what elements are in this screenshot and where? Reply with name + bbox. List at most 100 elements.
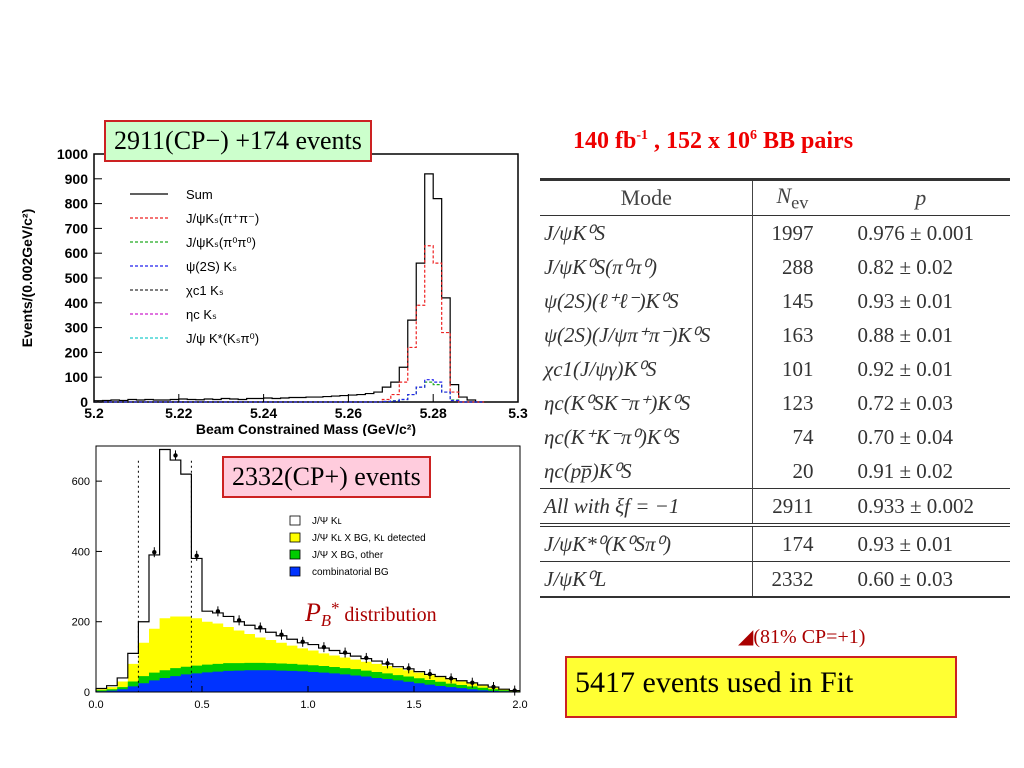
x-tick-label: 0.0 (88, 699, 103, 711)
table-row: ηc(K⁰SK⁻π⁺)K⁰S 123 0.72 ± 0.03 (540, 386, 1010, 420)
luminosity-title: 140 fb-1 , 152 x 106 BB pairs (573, 128, 853, 155)
x-tick-label: 5.26 (335, 405, 362, 421)
note-pointer-icon: ◢ (738, 626, 754, 648)
table-row: J/ψK⁰S 1997 0.976 ± 0.001 (540, 215, 1010, 250)
table-cell-p: 0.92 ± 0.01 (857, 356, 954, 381)
y-tick-label: 300 (65, 320, 89, 336)
series-line-3 (94, 379, 485, 403)
data-point (427, 671, 433, 677)
y-tick-label: 700 (65, 220, 89, 236)
series-line-1 (94, 245, 485, 403)
data-point (152, 550, 157, 555)
x-tick-label: 1.0 (300, 699, 315, 711)
table-cell-nev: 174 (752, 525, 832, 562)
lumi-end: BB pairs (757, 128, 854, 154)
table-cell-nev: 74 (752, 420, 832, 454)
data-point (279, 632, 284, 637)
table-cell-nev: 145 (752, 284, 832, 318)
table-cell-mode: J/ψK⁰S (544, 220, 606, 245)
legend-entry: χc1 Kₛ (186, 283, 224, 298)
legend-entry: J/Ψ X BG, other (312, 550, 384, 561)
col-mode: Mode (620, 185, 672, 210)
table-cell-p: 0.933 ± 0.002 (857, 493, 975, 518)
x-tick-label: 2.0 (512, 699, 527, 711)
y-tick-label: 600 (65, 245, 89, 261)
legend-swatch (289, 549, 301, 560)
data-point (364, 655, 369, 661)
data-point (321, 644, 327, 650)
table-cell-p: 0.93 ± 0.01 (857, 288, 954, 313)
x-tick-label: 5.3 (508, 405, 528, 421)
table-cell-mode: ηc(pp̅)K⁰S (544, 458, 632, 483)
y-tick-label: 400 (65, 295, 89, 311)
legend-entry: combinatorial BG (312, 567, 389, 578)
table-cell-mode: ηc(K⁰SK⁻π⁺)K⁰S (544, 390, 691, 415)
table-cell-nev: 2911 (752, 488, 832, 525)
series-line-0 (94, 173, 485, 403)
x-tick-label: 1.5 (406, 699, 421, 711)
x-tick-label: 5.28 (420, 405, 447, 421)
y-tick-label: 900 (65, 171, 89, 187)
table-cell-nev: 123 (752, 386, 832, 420)
table-row: ηc(pp̅)K⁰S 20 0.91 ± 0.02 (540, 454, 1010, 489)
data-point (215, 609, 221, 614)
data-point (173, 453, 178, 458)
cp-even-events-label: 2332(CP+) events (222, 456, 431, 498)
table-cell-p: 0.82 ± 0.02 (857, 254, 954, 279)
pb-superscript: * (331, 598, 340, 618)
x-tick-label: 5.24 (250, 405, 277, 421)
x-tick-label: 5.22 (165, 405, 192, 421)
pb-distribution-label: PB* distribution (305, 598, 437, 631)
table-cell-p: 0.60 ± 0.03 (857, 566, 954, 591)
y-tick-label: 0 (80, 394, 88, 410)
legend-entry: J/ψ K*(Kₛπ⁰) (186, 331, 259, 346)
y-tick-label: 1000 (57, 146, 88, 162)
table-cell-mode: J/ψK*⁰(K⁰Sπ⁰) (544, 531, 671, 556)
data-point (470, 680, 475, 685)
table-row: ηc(K⁺K⁻π⁰)K⁰S 74 0.70 ± 0.04 (540, 420, 1010, 454)
table-row: J/ψK*⁰(K⁰Sπ⁰) 174 0.93 ± 0.01 (540, 525, 1010, 562)
table-row: ψ(2S)(J/ψπ⁺π⁻)K⁰S 163 0.88 ± 0.01 (540, 318, 1010, 352)
table-cell-nev: 20 (752, 454, 832, 489)
table-row: ψ(2S)(ℓ⁺ℓ⁻)K⁰S 145 0.93 ± 0.01 (540, 284, 1010, 318)
lumi-exp2: 6 (750, 128, 758, 143)
data-point (342, 650, 348, 655)
table-cell-nev: 101 (752, 352, 832, 386)
table-row: J/ψK⁰S(π⁰π⁰) 288 0.82 ± 0.02 (540, 250, 1010, 284)
legend-swatch (289, 566, 301, 577)
table-cell-nev: 2332 (752, 561, 832, 597)
data-point (385, 661, 390, 666)
pb-symbol: P (305, 598, 321, 627)
lumi-exp: -1 (636, 128, 649, 143)
data-point (258, 625, 263, 630)
table-cell-p: 0.93 ± 0.01 (857, 531, 954, 556)
table-cell-p: 0.72 ± 0.03 (857, 390, 954, 415)
col-p: p (832, 180, 1010, 216)
data-point (448, 676, 454, 681)
table-cell-p: 0.976 ± 0.001 (857, 220, 975, 245)
x-axis-label: Beam Constrained Mass (GeV/c²) (196, 421, 416, 436)
pb-subscript: B (320, 611, 332, 630)
table-cell-mode: ψ(2S)(ℓ⁺ℓ⁻)K⁰S (544, 288, 679, 313)
legend-entry: J/ψKₛ(π⁰π⁰) (186, 235, 256, 250)
legend-entry: J/ψKₛ(π⁺π⁻) (186, 211, 259, 226)
y-tick-label: 400 (72, 546, 90, 558)
nev-symbol: N (776, 182, 792, 208)
data-point (236, 618, 242, 623)
cp-odd-events-label: 2911(CP−) +174 events (104, 120, 372, 162)
fit-events-label: 5417 events used in Fit (565, 656, 957, 718)
table-cell-mode: All with ξf = −1 (540, 488, 753, 525)
pb-histogram: 0 200 400 600 0.0 0.5 1.0 1.5 2.0 J/Ψ Kʟ J/Ψ Kʟ X … (72, 445, 528, 711)
y-tick-label: 800 (65, 196, 89, 212)
y-tick-label: 600 (72, 476, 90, 488)
signal-histogram-outline (95, 448, 520, 692)
plot-frame (93, 153, 519, 403)
table-cell-p: 0.88 ± 0.01 (857, 322, 954, 347)
table-cell-nev: 288 (752, 250, 832, 284)
y-axis-label: Events/(0.002GeV/c²) (19, 209, 35, 348)
cp-fraction-note: ◢(81% CP=+1) (738, 624, 865, 649)
col-nev: Nev (752, 179, 832, 216)
y-tick-label: 200 (65, 344, 89, 360)
table-header-row: Mode Nev p (540, 179, 1010, 216)
table-cell-mode: J/ψK⁰L (544, 566, 607, 591)
